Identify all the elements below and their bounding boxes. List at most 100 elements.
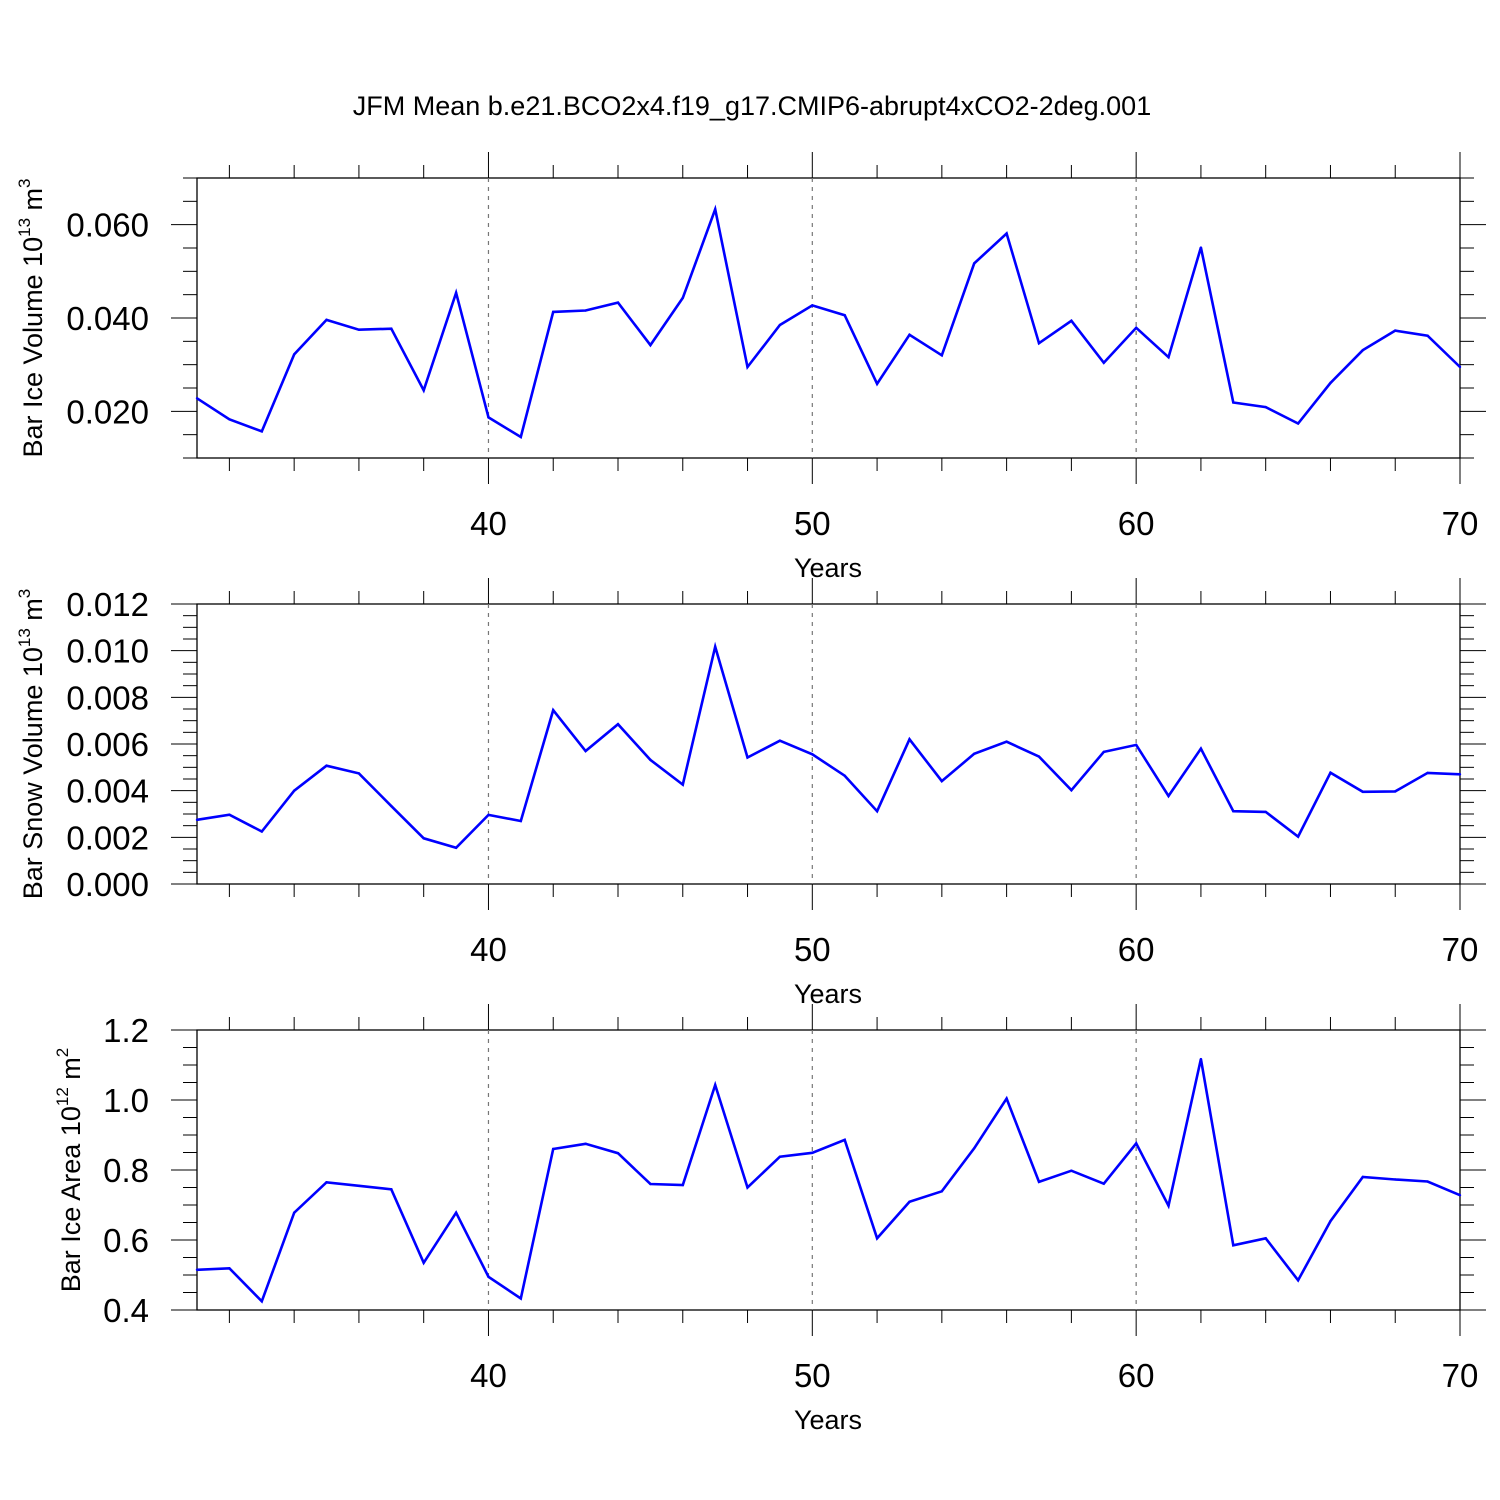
data-point: [616, 301, 620, 304]
data-point: [260, 830, 263, 833]
data-point: [584, 1142, 587, 1145]
data-point: [1458, 1194, 1462, 1197]
data-point: [1361, 790, 1365, 794]
data-point: [519, 435, 523, 439]
y-tick-label: 1.2: [103, 1012, 149, 1049]
data-point: [325, 318, 328, 322]
data-point: [1167, 794, 1170, 798]
data-point: [1296, 422, 1300, 425]
data-point: [713, 645, 717, 648]
data-point: [973, 262, 976, 265]
data-point: [357, 328, 361, 331]
panel-ice-area: 0.4 0.6 0.8 1.0 1.2 40 50 60 70 Years Bar Ice Ar…: [53, 1004, 1486, 1435]
data-point: [422, 389, 425, 392]
data-point: [260, 430, 263, 433]
data-point: [1134, 743, 1138, 747]
y-axis-title: Bar Ice Area 1012 m2: [53, 1048, 86, 1293]
data-point: [746, 756, 749, 759]
data-point: [681, 783, 684, 786]
x-tick-label: 70: [1442, 505, 1479, 542]
data-point: [195, 397, 199, 400]
data-point: [778, 1155, 782, 1158]
data-point: [357, 772, 361, 775]
data-point: [1264, 1237, 1267, 1240]
y-tick-label: 0.060: [66, 207, 149, 244]
y-tick-label: 0.020: [66, 393, 149, 430]
data-point: [292, 1211, 296, 1214]
series-line: [196, 204, 1461, 440]
data-point: [843, 1138, 846, 1142]
data-point: [875, 810, 879, 813]
data-point: [519, 1297, 523, 1300]
y-tick-label: 1.0: [103, 1082, 149, 1119]
x-tick-label: 50: [794, 931, 831, 968]
data-point: [746, 1186, 749, 1189]
data-point: [1005, 232, 1008, 235]
data-point: [422, 1261, 425, 1264]
y-tick-label: 0.004: [66, 773, 149, 810]
x-axis-title: Years: [794, 1405, 862, 1435]
data-point: [390, 327, 393, 330]
data-point: [811, 1151, 814, 1155]
data-point: [1199, 246, 1203, 249]
data-point: [1167, 356, 1170, 359]
data-point: [616, 722, 620, 726]
data-point: [228, 1267, 231, 1270]
data-point: [584, 749, 587, 753]
x-tick-label: 60: [1118, 505, 1155, 542]
plot-frame: [196, 603, 1461, 885]
data-point: [260, 1300, 263, 1303]
x-tick-label: 50: [794, 505, 831, 542]
data-point: [357, 1184, 361, 1187]
y-tick-label: 0.006: [66, 726, 149, 763]
data-point: [1102, 361, 1105, 364]
data-point: [940, 1190, 944, 1193]
data-point: [681, 296, 684, 300]
data-point: [195, 818, 199, 822]
x-tick-label: 40: [470, 931, 507, 968]
data-point: [713, 1083, 717, 1087]
data-point: [1458, 365, 1462, 369]
data-point: [1264, 405, 1267, 409]
data-point: [454, 846, 458, 850]
data-point: [778, 739, 782, 742]
y-axis-title: Bar Snow Volume 1013 m3: [15, 589, 48, 900]
data-point: [649, 343, 652, 347]
data-point: [487, 1275, 490, 1278]
data-point: [746, 365, 749, 369]
x-axis-title: Years: [794, 979, 862, 1009]
data-point: [1296, 835, 1300, 838]
data-point: [1394, 1178, 1397, 1181]
data-point: [940, 779, 944, 783]
y-axis-title: Bar Ice Volume 1013 m3: [15, 178, 48, 457]
x-tick-label: 60: [1118, 931, 1155, 968]
data-point: [454, 1211, 458, 1214]
data-point: [552, 310, 555, 314]
data-point: [1458, 773, 1462, 776]
data-point: [552, 708, 555, 712]
data-point: [292, 353, 296, 356]
data-point: [1037, 342, 1041, 345]
data-point: [195, 1268, 199, 1271]
data-point: [713, 208, 717, 211]
data-point: [1070, 319, 1073, 322]
data-point: [973, 752, 976, 755]
data-point: [1199, 1057, 1203, 1061]
y-tick-label: 0.010: [66, 633, 149, 670]
y-tick-label: 0.002: [66, 819, 149, 856]
y-tick-label: 0.4: [103, 1292, 149, 1329]
data-point: [1232, 810, 1235, 813]
plot-frame: [196, 1029, 1461, 1311]
data-point: [1232, 401, 1235, 404]
x-tick-label: 70: [1442, 1357, 1479, 1394]
plot-frame: [196, 177, 1461, 459]
data-point: [1037, 1180, 1041, 1184]
x-tick-label: 40: [470, 1357, 507, 1394]
data-point: [487, 416, 490, 419]
x-axis-title: Years: [794, 553, 862, 583]
data-point: [875, 1237, 879, 1240]
data-point: [778, 323, 782, 327]
data-point: [843, 774, 846, 777]
panel-ice-volume: 0.020 0.040 0.060 40 50 60 70 Years Bar Ice Vo…: [15, 152, 1486, 583]
